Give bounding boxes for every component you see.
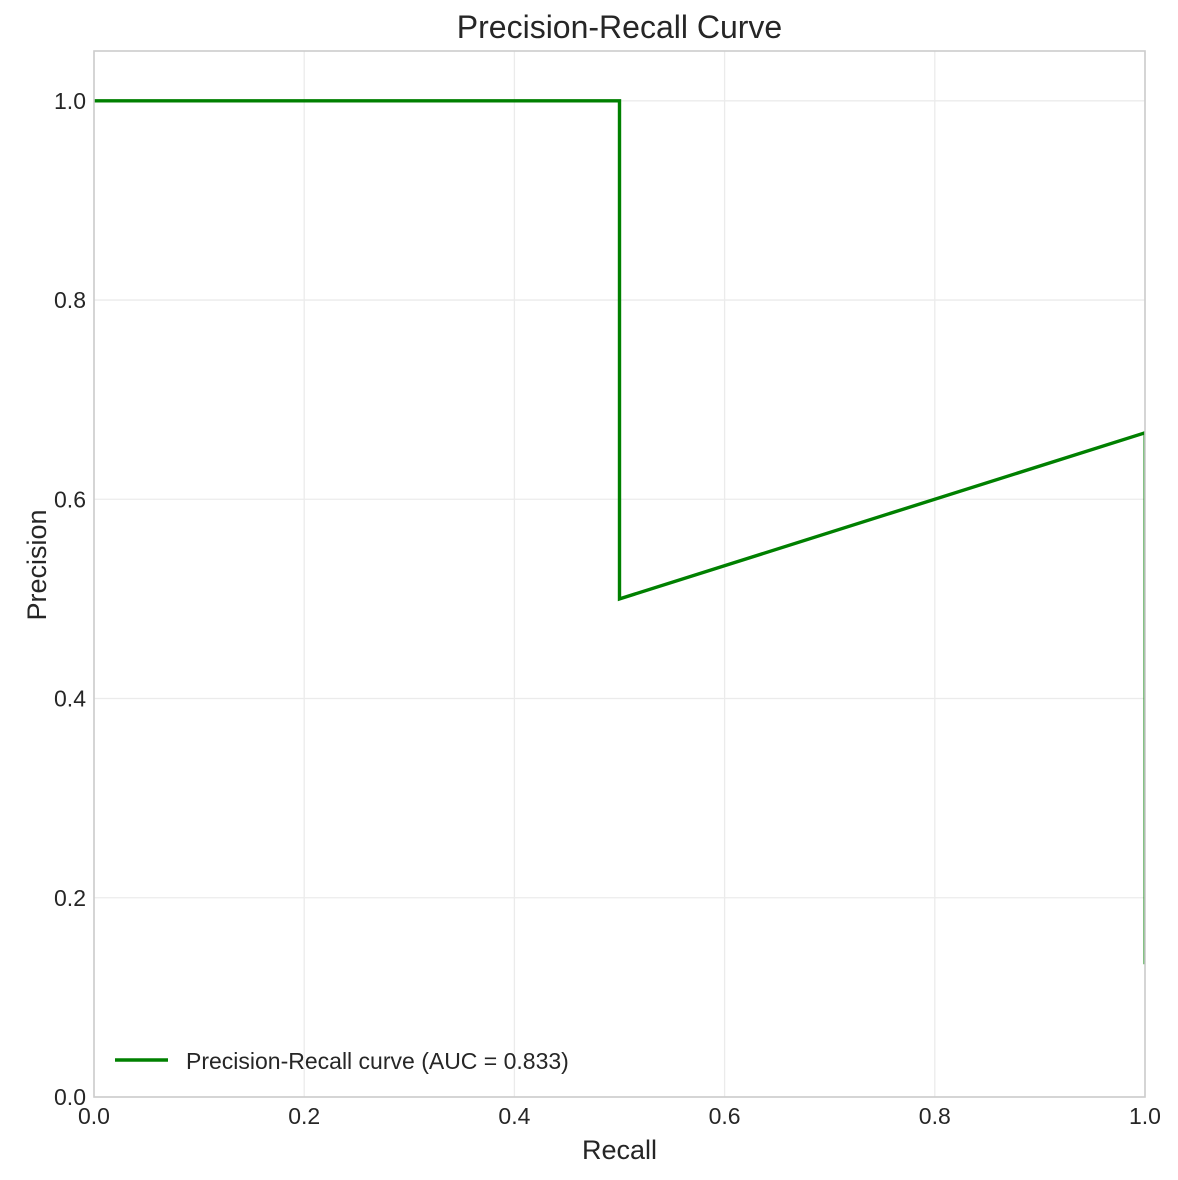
y-tick-label: 0.2 <box>54 885 86 911</box>
y-tick-label: 0.0 <box>54 1084 86 1110</box>
x-tick-label: 0.0 <box>78 1103 110 1129</box>
y-tick-label: 0.4 <box>54 686 86 712</box>
x-tick-label: 1.0 <box>1129 1103 1161 1129</box>
plot-frame <box>93 50 1146 1098</box>
y-axis-label: Precision <box>22 509 52 620</box>
y-tick-label: 0.6 <box>54 486 86 512</box>
plot-series <box>94 99 1146 965</box>
x-axis-ticks: 0.0 0.2 0.4 0.6 0.8 1.0 <box>78 1103 1161 1129</box>
x-tick-label: 0.2 <box>288 1103 320 1129</box>
y-tick-label: 1.0 <box>54 88 86 114</box>
series-line <box>94 99 1146 602</box>
y-tick-label: 0.8 <box>54 287 86 313</box>
legend: Precision-Recall curve (AUC = 0.833) <box>115 1048 569 1074</box>
legend-entry-label: Precision-Recall curve (AUC = 0.833) <box>186 1048 569 1074</box>
x-tick-label: 0.6 <box>709 1103 741 1129</box>
x-tick-label: 0.8 <box>919 1103 951 1129</box>
chart-title: Precision-Recall Curve <box>457 9 782 45</box>
x-axis-label: Recall <box>582 1135 657 1165</box>
y-axis-ticks: 0.0 0.2 0.4 0.6 0.8 1.0 <box>54 88 86 1110</box>
x-tick-label: 0.4 <box>498 1103 530 1129</box>
